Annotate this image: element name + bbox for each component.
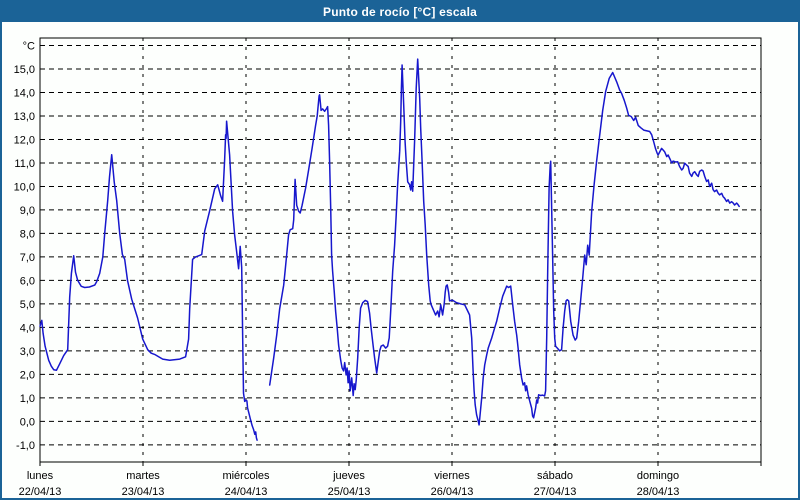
x-date-label: 22/04/13 (19, 486, 62, 498)
x-date-label: 28/04/13 (637, 486, 680, 498)
y-tick-label: 13,0 (14, 111, 35, 123)
y-tick-label: 8,0 (20, 228, 35, 240)
y-tick-label: 15,0 (14, 64, 35, 76)
titlebar: Punto de rocío [°C] escala (2, 2, 798, 22)
x-day-label: miércoles (222, 470, 270, 482)
y-tick-label: 2,0 (20, 369, 35, 381)
x-day-label: domingo (637, 470, 679, 482)
y-tick-label: 12,0 (14, 135, 35, 147)
y-tick-label: 6,0 (20, 275, 35, 287)
y-tick-label: -1,0 (16, 440, 35, 452)
x-date-label: 26/04/13 (431, 486, 474, 498)
y-tick-label: 1,0 (20, 393, 35, 405)
dewpoint-line-segment (39, 120, 258, 441)
y-tick-label: 14,0 (14, 88, 35, 100)
x-date-label: 25/04/13 (328, 486, 371, 498)
x-date-label: 23/04/13 (122, 486, 165, 498)
chart-svg: 15,0 14,0 13,0 12,0 11,0 10,0 9,0 8,0 7,0 6,0 5,0 4… (14, 37, 762, 498)
dewpoint-line-segment (268, 58, 740, 426)
x-day-label: lunes (27, 470, 54, 482)
chart-region: 15,0 14,0 13,0 12,0 11,0 10,0 9,0 8,0 7,0 6,0 5,0 4… (2, 22, 798, 498)
x-day-label: sábado (537, 470, 573, 482)
y-tick-label: 9,0 (20, 205, 35, 217)
y-tick-label: 7,0 (20, 252, 35, 264)
plot-border (39, 37, 762, 463)
y-tick-label: 10,0 (14, 182, 35, 194)
page-title: Punto de rocío [°C] escala (322, 5, 478, 19)
x-day-label: jueves (332, 470, 365, 482)
x-date-label: 27/04/13 (534, 486, 577, 498)
x-day-label: viernes (434, 470, 470, 482)
x-date-label: 24/04/13 (225, 486, 268, 498)
y-tick-label: 0,0 (20, 416, 35, 428)
y-tick-label: 4,0 (20, 322, 35, 334)
y-axis-unit-label: °C (23, 41, 35, 53)
y-tick-label: 5,0 (20, 299, 35, 311)
y-tick-label: 11,0 (14, 158, 35, 170)
x-day-label: martes (126, 470, 160, 482)
y-tick-label: 3,0 (20, 346, 35, 358)
